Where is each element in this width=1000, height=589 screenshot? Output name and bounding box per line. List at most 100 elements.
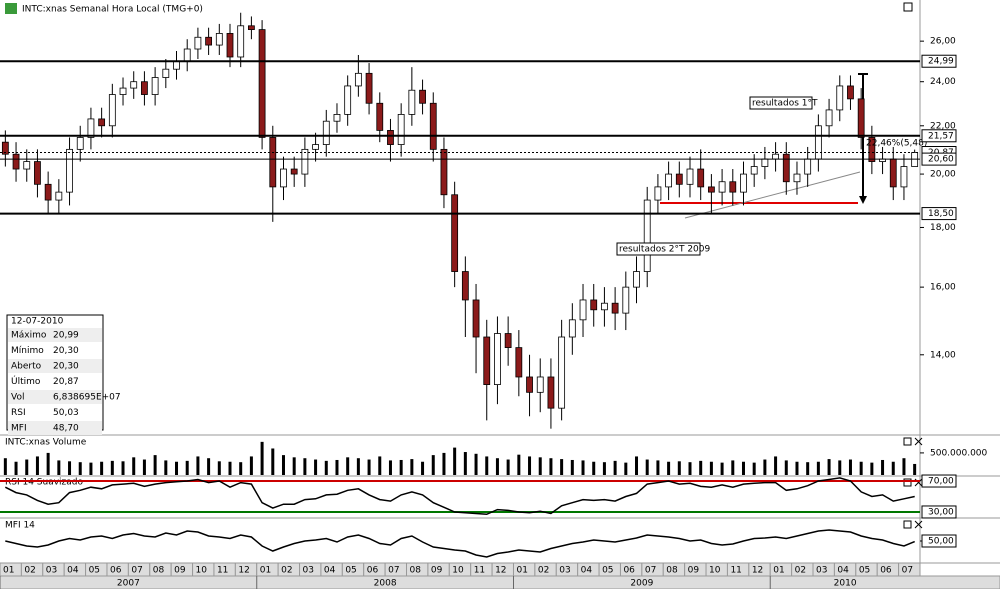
level-label: 20,60 bbox=[928, 155, 954, 165]
info-value: 20,30 bbox=[53, 346, 79, 356]
candle-body bbox=[740, 173, 747, 193]
volume-bar bbox=[239, 462, 243, 475]
maximize-button[interactable] bbox=[903, 478, 912, 487]
x-tick-label: 03 bbox=[816, 566, 827, 576]
candle-body bbox=[900, 166, 908, 188]
maximize-button[interactable] bbox=[903, 437, 912, 446]
x-tick-label: 08 bbox=[153, 566, 165, 576]
y-tick-label: 500.000.000 bbox=[930, 448, 988, 458]
volume-bar bbox=[388, 460, 392, 475]
candle-body bbox=[23, 161, 31, 170]
volume-bar bbox=[677, 461, 681, 475]
volume-bar bbox=[78, 462, 82, 475]
candle-body bbox=[847, 85, 854, 100]
info-row bbox=[8, 374, 102, 389]
volume-bar bbox=[506, 459, 510, 475]
x-tick-label: 05 bbox=[859, 566, 870, 576]
level-label-box bbox=[921, 129, 957, 143]
volume-bar bbox=[881, 459, 885, 475]
volume-bar bbox=[281, 455, 285, 475]
close-button[interactable] bbox=[914, 520, 923, 529]
year-label: 2007 bbox=[117, 579, 140, 589]
volume-bar bbox=[463, 452, 467, 475]
info-box: 12-07-2010 Máximo 20,99 Mínimo 20,30 Aberto 2… bbox=[6, 314, 121, 435]
volume-bar bbox=[816, 461, 820, 475]
candle-body bbox=[526, 376, 533, 393]
candle-body bbox=[312, 144, 319, 150]
info-row bbox=[8, 405, 102, 420]
y-tick-label: 24,00 bbox=[930, 77, 956, 87]
year-label: 2008 bbox=[374, 579, 397, 589]
x-tick-label: 07 bbox=[645, 566, 656, 576]
candle-body bbox=[173, 60, 180, 70]
year-row bbox=[0, 575, 1000, 589]
y-tick-label: 70,00 bbox=[928, 477, 954, 487]
candle-body bbox=[408, 89, 416, 115]
info-key: Vol bbox=[11, 393, 24, 403]
indicator-line bbox=[5, 529, 915, 558]
maximize-button[interactable] bbox=[903, 520, 912, 529]
candle-body bbox=[814, 125, 822, 160]
volume-bar bbox=[635, 456, 639, 475]
level-label: 21,57 bbox=[928, 131, 954, 141]
candle-body bbox=[750, 166, 758, 175]
candle-body bbox=[472, 299, 480, 338]
candle-body bbox=[215, 33, 223, 46]
candle-body bbox=[494, 333, 501, 385]
candle-body bbox=[504, 333, 512, 348]
volume-bar bbox=[549, 458, 553, 475]
x-tick-label: 03 bbox=[559, 566, 570, 576]
x-tick-label: 09 bbox=[431, 566, 443, 576]
candle-body bbox=[579, 299, 587, 321]
candle-body bbox=[665, 173, 673, 188]
volume-bar bbox=[891, 461, 895, 475]
volume-bar bbox=[399, 459, 403, 475]
x-tick-label: 08 bbox=[410, 566, 422, 576]
info-row bbox=[8, 328, 102, 342]
y-tick-label: 14,00 bbox=[930, 350, 956, 360]
x-tick-label: 02 bbox=[795, 566, 806, 576]
candle-body bbox=[290, 168, 298, 175]
volume-bar bbox=[217, 461, 221, 475]
candle-body bbox=[729, 181, 737, 193]
x-tick-label: 06 bbox=[623, 566, 635, 576]
maximize-button[interactable] bbox=[903, 2, 913, 12]
candle-body bbox=[793, 173, 801, 183]
candle-body bbox=[76, 137, 84, 150]
candle-body bbox=[440, 148, 448, 196]
volume-bar bbox=[902, 458, 906, 475]
app-icon[interactable] bbox=[5, 3, 17, 14]
volume-bar bbox=[784, 460, 788, 475]
candle-body bbox=[12, 153, 20, 170]
annotation-box bbox=[616, 242, 701, 256]
info-value: 20,30 bbox=[53, 362, 79, 372]
candle-body bbox=[247, 25, 255, 30]
volume-bar bbox=[249, 456, 253, 475]
info-key: MFI bbox=[11, 424, 27, 434]
panel-title: RSI 14 Suavizado bbox=[5, 478, 84, 488]
annotation: 22,46%(5,48) bbox=[866, 139, 927, 149]
x-tick-label: 06 bbox=[367, 566, 379, 576]
y-tick-label: 22,00 bbox=[930, 121, 956, 131]
candle-body bbox=[601, 302, 608, 311]
candle-body bbox=[354, 72, 362, 87]
volume-bar bbox=[410, 459, 414, 475]
level-label: 24,99 bbox=[928, 57, 954, 67]
candle-body bbox=[194, 36, 202, 50]
candle-body bbox=[322, 120, 330, 145]
volume-bar bbox=[485, 456, 489, 475]
volume-bar bbox=[153, 455, 157, 475]
info-row bbox=[8, 343, 102, 358]
candle-body bbox=[825, 109, 833, 127]
volume-bar bbox=[421, 461, 425, 475]
volume-bar bbox=[699, 460, 703, 475]
candle-body bbox=[87, 118, 95, 138]
y-tick-label: 18,00 bbox=[930, 223, 956, 233]
chart-title: INTC:xnas Semanal Hora Local (TMG+0) bbox=[22, 5, 203, 15]
close-button[interactable] bbox=[914, 437, 923, 446]
annotation: resultados 1°T bbox=[752, 99, 818, 109]
volume-bar bbox=[752, 462, 756, 475]
volume-bar bbox=[3, 458, 7, 475]
x-tick-label: 09 bbox=[688, 566, 700, 576]
volume-bar bbox=[838, 460, 842, 475]
